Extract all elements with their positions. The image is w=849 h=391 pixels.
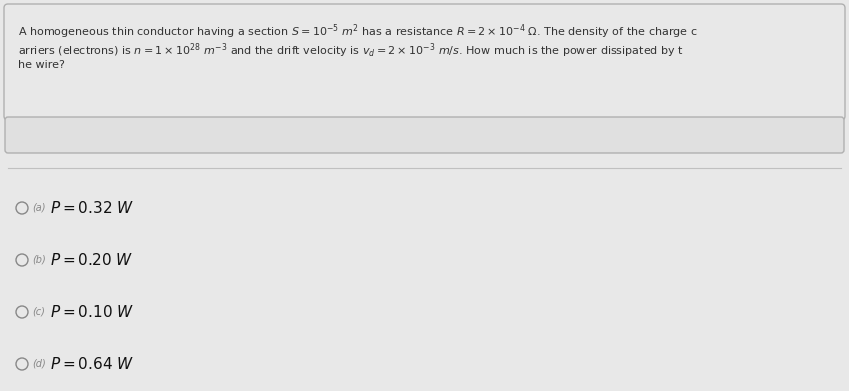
Text: $P = 0.64\ W$: $P = 0.64\ W$ [50,356,134,372]
Text: (b): (b) [32,255,46,265]
Text: (c): (c) [32,307,45,317]
FancyBboxPatch shape [0,0,849,170]
Text: $P = 0.10\ W$: $P = 0.10\ W$ [50,304,134,320]
FancyBboxPatch shape [4,4,845,120]
FancyBboxPatch shape [5,117,844,153]
Text: (d): (d) [32,359,46,369]
Text: A homogeneous thin conductor having a section $S = 10^{-5}$ $m^2$ has a resistan: A homogeneous thin conductor having a se… [18,22,698,41]
Text: arriers (electrons) is $n = 1 \times 10^{28}$ $m^{-3}$ and the drift velocity is: arriers (electrons) is $n = 1 \times 10^… [18,41,683,59]
Text: $P = 0.32\ W$: $P = 0.32\ W$ [50,200,134,216]
Text: he wire?: he wire? [18,60,65,70]
Text: $P = 0.20\ W$: $P = 0.20\ W$ [50,252,133,268]
Text: (a): (a) [32,203,46,213]
